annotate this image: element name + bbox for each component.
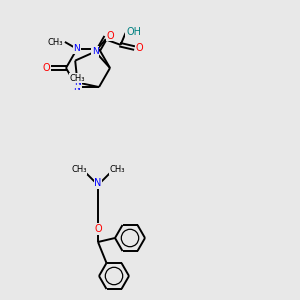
Text: O: O [42,63,50,73]
Text: N: N [92,47,99,56]
Text: O: O [136,43,143,53]
Text: N: N [94,178,102,188]
Text: CH₃: CH₃ [71,166,87,175]
Text: N: N [74,44,80,53]
Text: N: N [74,78,81,87]
Text: O: O [107,31,114,41]
Text: CH₃: CH₃ [69,74,85,82]
Text: CH₃: CH₃ [47,38,63,47]
Text: CH₃: CH₃ [109,166,125,175]
Text: OH: OH [126,27,141,37]
Text: O: O [94,224,102,234]
Text: N: N [74,82,80,91]
